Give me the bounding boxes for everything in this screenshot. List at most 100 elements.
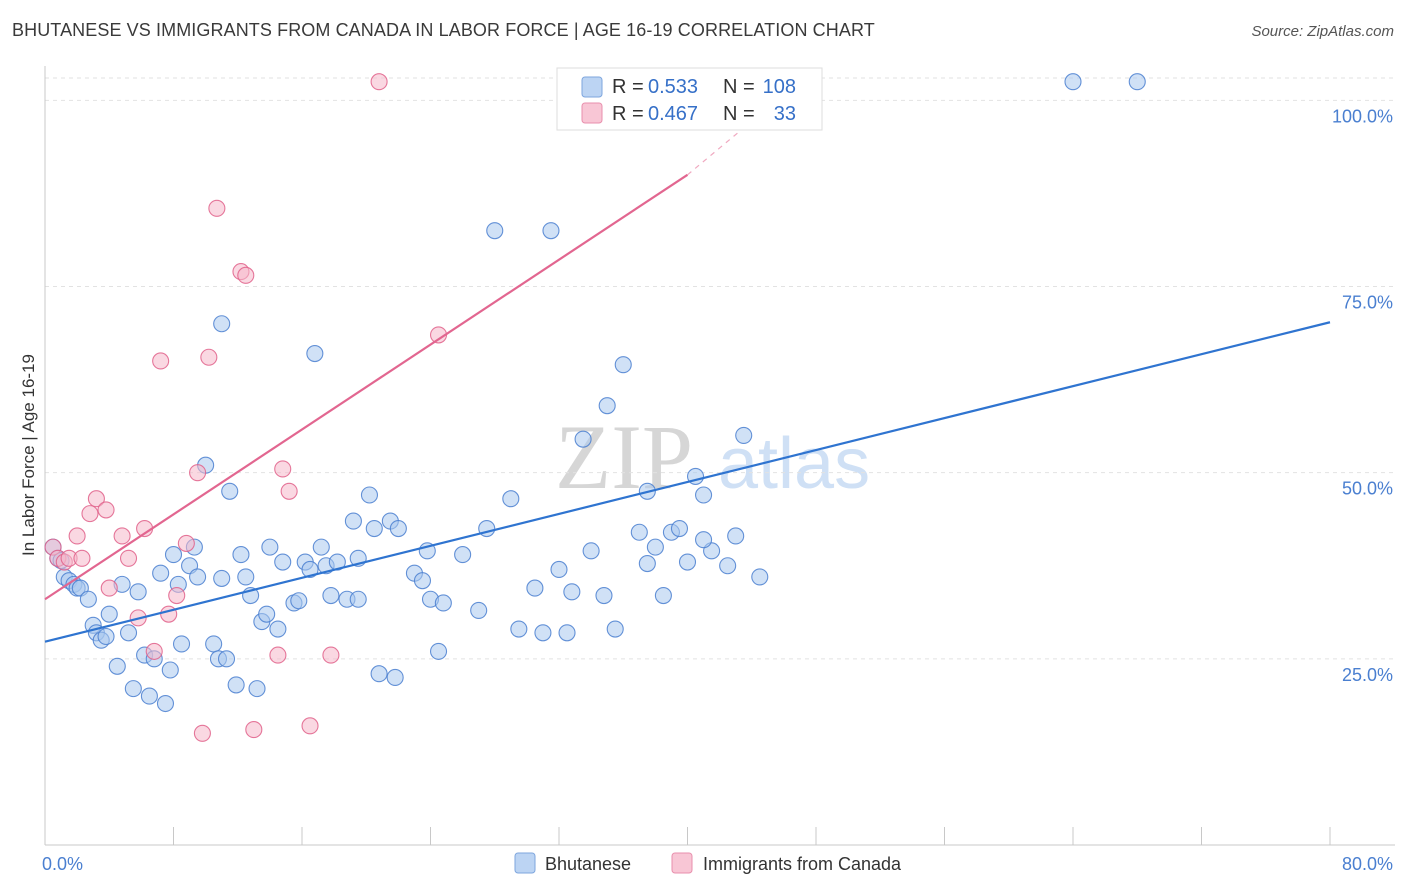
bhutanese-point-63 (389, 519, 407, 538)
bhutanese-point-17 (124, 680, 142, 698)
bhutanese-point-96 (695, 486, 713, 504)
bhutanese-point-39 (237, 568, 255, 586)
canada-point-9 (100, 579, 118, 597)
y-tick-label-3: 100.0% (1332, 106, 1393, 126)
bhutanese-point-8 (79, 590, 97, 608)
bhutanese-point-105 (638, 554, 656, 573)
canada-point-30 (322, 646, 340, 664)
bhutanese-point-18 (129, 583, 147, 601)
bhutanese-point-92 (670, 519, 689, 538)
bhutanese-point-77 (534, 624, 552, 642)
bhutanese-point-94 (678, 553, 697, 571)
trend-line-canada (44, 173, 689, 601)
bhutanese-point-79 (550, 560, 568, 579)
bhutanese-point-93 (654, 586, 672, 605)
stats-r-value-1: 0.467 (648, 103, 698, 125)
bhutanese-point-71 (470, 601, 488, 619)
canada-point-22 (208, 199, 226, 217)
bhutanese-point-108 (434, 594, 452, 612)
canada-point-27 (274, 460, 292, 478)
bhutanese-point-13 (100, 605, 118, 623)
bhutanese-point-90 (646, 538, 664, 556)
bhutanese-point-43 (258, 605, 276, 623)
canada-point-8 (97, 501, 115, 519)
canada-point-31 (370, 73, 388, 91)
bhutanese-point-80 (558, 624, 576, 642)
y-tick-label-1: 50.0% (1342, 479, 1393, 499)
stats-n-label-0: N = (723, 76, 755, 98)
bhutanese-point-100 (735, 426, 753, 444)
canada-point-7 (87, 490, 105, 508)
bhutanese-point-65 (413, 572, 432, 590)
canada-point-6 (81, 505, 99, 523)
bhutanese-point-76 (526, 579, 544, 597)
stats-n-label-1: N = (723, 103, 755, 125)
legend-label-bhutanese: Bhutanese (545, 854, 631, 874)
y-axis-title: In Labor Force | Age 16-19 (19, 354, 38, 556)
bhutanese-point-83 (582, 542, 600, 560)
bhutanese-point-61 (370, 665, 388, 683)
canada-point-10 (113, 527, 131, 545)
stats-legend: R = 0.533 N = 108 R = 0.467 N = 33 (556, 67, 823, 131)
bhutanese-point-51 (306, 344, 324, 363)
bhutanese-point-37 (227, 676, 245, 694)
x-tick-labels: 0.0% 80.0% (42, 854, 1393, 874)
bhutanese-point-75 (510, 620, 528, 638)
x-tick-label-0: 0.0% (42, 854, 83, 874)
bhutanese-point-60 (365, 519, 383, 538)
canada-point-25 (245, 721, 263, 739)
canada-point-15 (152, 352, 170, 370)
legend-label-canada: Immigrants from Canada (703, 854, 902, 874)
canada-point-5 (73, 549, 91, 567)
canada-point-28 (280, 482, 298, 500)
bhutanese-point-46 (274, 553, 292, 571)
bhutanese-point-85 (598, 397, 616, 415)
bhutanese-point-34 (213, 315, 231, 333)
bhutanese-point-86 (606, 620, 624, 638)
stats-n-value-1: 33 (774, 103, 796, 125)
bhutanese-point-35 (217, 650, 236, 668)
bhutanese-point-38 (232, 546, 250, 564)
bhutanese-point-54 (322, 586, 340, 605)
bhutanese-point-81 (563, 583, 581, 601)
legend-swatch-bhutanese (514, 852, 536, 874)
bhutanese-point-32 (205, 635, 223, 653)
bhutanese-point-104 (695, 531, 713, 549)
bhutanese-point-52 (312, 538, 330, 556)
bhutanese-point-98 (719, 557, 737, 575)
stats-r-label-0: R = (612, 76, 644, 98)
bhutanese-point-50 (301, 560, 319, 579)
bhutanese-point-88 (630, 523, 648, 541)
bhutanese-point-20 (140, 687, 158, 705)
bhutanese-point-66 (386, 668, 404, 687)
bhutanese-point-25 (164, 546, 183, 564)
y-tick-label-2: 75.0% (1342, 293, 1393, 313)
series-canada-points (44, 73, 448, 742)
bhutanese-point-30 (189, 568, 207, 586)
chart-title: BHUTANESE VS IMMIGRANTS FROM CANADA IN L… (12, 20, 875, 40)
trend-lines (44, 107, 1331, 643)
y-tick-label-0: 25.0% (1342, 665, 1393, 685)
bhutanese-point-48 (290, 592, 308, 610)
canada-point-14 (145, 642, 163, 660)
bhutanese-point-102 (1064, 73, 1082, 91)
bhutanese-point-57 (344, 512, 362, 530)
bhutanese-point-82 (574, 430, 592, 448)
bhutanese-point-87 (614, 356, 632, 374)
canada-point-17 (168, 586, 186, 605)
bhutanese-point-23 (156, 694, 175, 713)
series-bhutanese-points (44, 73, 1146, 713)
x-tick-label-1: 80.0% (1342, 854, 1393, 874)
canada-point-11 (119, 549, 138, 567)
bhutanese-point-16 (119, 624, 138, 642)
bhutanese-point-99 (727, 527, 745, 545)
bhutanese-point-44 (261, 538, 279, 556)
canada-point-21 (200, 348, 218, 366)
chart-source: Source: ZipAtlas.com (1251, 23, 1394, 40)
trend-line-bhutanese (44, 321, 1331, 643)
stats-n-value-0: 108 (763, 76, 796, 98)
bhutanese-point-12 (97, 627, 115, 646)
canada-point-26 (269, 646, 287, 664)
stats-swatch-canada (581, 102, 603, 124)
